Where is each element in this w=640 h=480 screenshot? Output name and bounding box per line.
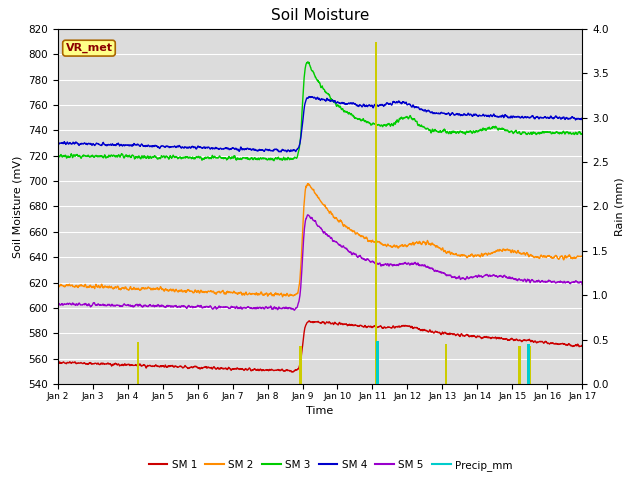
Bar bbox=[374, 42, 378, 384]
Text: VR_met: VR_met bbox=[65, 43, 113, 53]
Bar bbox=[518, 346, 521, 384]
Bar bbox=[137, 342, 140, 384]
Bar bbox=[300, 346, 302, 384]
Bar bbox=[529, 346, 531, 384]
Y-axis label: Soil Moisture (mV): Soil Moisture (mV) bbox=[13, 155, 22, 258]
X-axis label: Time: Time bbox=[307, 406, 333, 416]
Y-axis label: Rain (mm): Rain (mm) bbox=[614, 177, 624, 236]
Bar bbox=[527, 344, 529, 384]
Bar bbox=[445, 344, 447, 384]
Title: Soil Moisture: Soil Moisture bbox=[271, 9, 369, 24]
Bar bbox=[376, 341, 379, 384]
Legend: SM 1, SM 2, SM 3, SM 4, SM 5, Precip_mm: SM 1, SM 2, SM 3, SM 4, SM 5, Precip_mm bbox=[145, 456, 516, 475]
